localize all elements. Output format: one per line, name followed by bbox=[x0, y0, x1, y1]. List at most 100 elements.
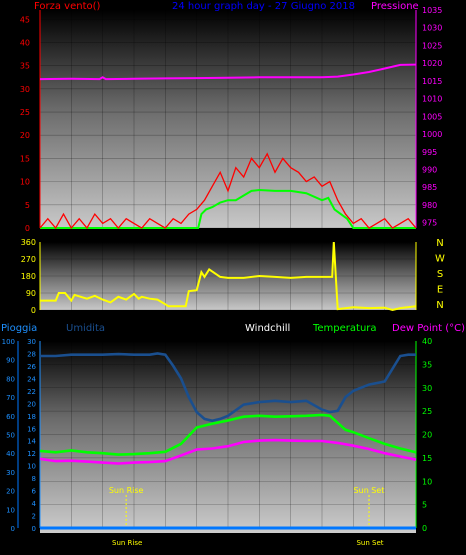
temperature-tick-label: 30 bbox=[422, 384, 432, 393]
panel-temperature-humidity: Pioggia Umidita Windchill Temperatura De… bbox=[1, 323, 465, 547]
x-tick-label: 02 bbox=[66, 538, 76, 547]
x-tick-label: 22 bbox=[380, 232, 390, 241]
humidity-tick-label: 2 bbox=[32, 513, 36, 521]
right-tick-label: 980 bbox=[422, 201, 437, 210]
rain-tick-label: 90 bbox=[6, 357, 15, 365]
x-tick-label: 12 bbox=[223, 538, 233, 547]
x-tick-label: 22 bbox=[380, 538, 390, 547]
x-tick-label: 18 bbox=[317, 232, 327, 241]
x-tick-label: 04 bbox=[98, 538, 108, 547]
right-tick-label: 1035 bbox=[422, 6, 442, 15]
humidity-tick-label: 8 bbox=[32, 475, 36, 483]
right-tick-label: 1030 bbox=[422, 24, 442, 33]
label-rain: Pioggia bbox=[1, 323, 37, 334]
right-tick-label: 1025 bbox=[422, 41, 442, 50]
rain-tick-label: 40 bbox=[6, 450, 15, 458]
x-tick-label: 20 bbox=[348, 538, 358, 547]
series-temperature bbox=[39, 413, 417, 456]
humidity-tick-label: 6 bbox=[32, 488, 37, 496]
x-tick-label: 06 bbox=[129, 538, 139, 547]
series-dewpoint bbox=[39, 438, 417, 465]
humidity-tick-label: 0 bbox=[32, 525, 36, 533]
left-axis-title-1: Forza vento() bbox=[34, 1, 101, 12]
compass-label: E bbox=[437, 285, 443, 296]
x-tick-label: 10 bbox=[192, 538, 202, 547]
humidity-tick-label: 16 bbox=[27, 425, 36, 433]
right-tick-label: 1020 bbox=[422, 59, 442, 68]
right-axis-title-1: Pressione bbox=[371, 1, 419, 12]
right-tick-label: 1015 bbox=[422, 77, 442, 86]
temperature-tick-label: 25 bbox=[422, 407, 432, 416]
rain-tick-label: 30 bbox=[6, 469, 15, 477]
x-tick-label: 02 bbox=[66, 232, 76, 241]
sun-annotations: Sun Rise Sun Rise Sun Set Sun Set bbox=[109, 486, 385, 547]
right-tick-label: 975 bbox=[422, 219, 437, 228]
series-pressure bbox=[39, 63, 417, 81]
direction-tick-label: 90 bbox=[26, 289, 36, 298]
plot-area-3 bbox=[40, 341, 416, 533]
left-tick-label: 20 bbox=[20, 131, 30, 140]
x-axis-ticks-1: 02 04 06 08 10 12 14 16 18 20 22 00 bbox=[66, 232, 421, 241]
axes-3: 0102030405060708090100024681012141618202… bbox=[2, 337, 433, 533]
x-tick-label: 20 bbox=[348, 232, 358, 241]
humidity-tick-label: 20 bbox=[27, 400, 36, 408]
right-tick-label: 985 bbox=[422, 183, 437, 192]
annotation-label: Sun Set bbox=[354, 486, 385, 495]
x-axis-ticks-3: 02 04 06 08 10 12 14 16 18 20 22 00 bbox=[66, 538, 421, 547]
x-tick-label: 00 bbox=[411, 538, 421, 547]
right-tick-label: 1010 bbox=[422, 95, 442, 104]
compass-label: N bbox=[436, 238, 443, 249]
temperature-tick-label: 15 bbox=[422, 454, 432, 463]
direction-tick-label: 360 bbox=[21, 238, 36, 247]
humidity-tick-label: 24 bbox=[27, 375, 36, 383]
x-tick-label: 18 bbox=[317, 538, 327, 547]
rain-tick-label: 70 bbox=[6, 394, 15, 402]
humidity-tick-label: 18 bbox=[27, 413, 36, 421]
temperature-tick-label: 40 bbox=[422, 337, 432, 346]
humidity-tick-label: 28 bbox=[27, 350, 36, 358]
rain-tick-label: 100 bbox=[2, 338, 15, 346]
humidity-tick-label: 30 bbox=[27, 338, 36, 346]
x-tick-label: 00 bbox=[411, 232, 421, 241]
series-humidity bbox=[40, 352, 416, 423]
left-tick-label: 45 bbox=[20, 15, 30, 24]
label-humidity: Umidita bbox=[66, 323, 105, 334]
label-dewpoint: Dew Point (°C) bbox=[392, 323, 465, 334]
direction-tick-label: 270 bbox=[21, 255, 36, 264]
series-group-1 bbox=[39, 63, 417, 230]
right-tick-label: 1000 bbox=[422, 130, 442, 139]
rain-tick-label: 20 bbox=[6, 488, 15, 496]
right-axis-ticks-1: 975 980 985 990 995 1000 1005 1010 1015 1020 1025 1… bbox=[415, 6, 442, 228]
x-tick-label: 10 bbox=[192, 232, 202, 241]
label-windchill: Windchill bbox=[245, 323, 290, 334]
temperature-tick-label: 20 bbox=[422, 431, 432, 440]
humidity-tick-label: 10 bbox=[27, 463, 36, 471]
gridlines-3 bbox=[40, 340, 417, 529]
annotation-label: Sun Rise bbox=[109, 486, 144, 495]
humidity-tick-label: 22 bbox=[27, 388, 36, 396]
annotation-footer: Sun Set bbox=[356, 539, 383, 547]
rain-tick-label: 50 bbox=[6, 432, 15, 440]
left-tick-label: 5 bbox=[25, 201, 30, 210]
left-axis-ticks-1: 0 5 10 15 20 25 30 35 40 45 bbox=[20, 10, 41, 233]
rain-tick-label: 10 bbox=[6, 506, 15, 514]
x-tick-label: 16 bbox=[286, 538, 296, 547]
humidity-tick-label: 12 bbox=[27, 450, 36, 458]
rain-tick-label: 80 bbox=[6, 375, 15, 383]
x-tick-label: 12 bbox=[223, 232, 233, 241]
compass-label: S bbox=[437, 269, 443, 280]
temperature-tick-label: 35 bbox=[422, 360, 432, 369]
humidity-tick-label: 26 bbox=[27, 363, 36, 371]
panel-wind-pressure: Forza vento() 24 hour graph day - 27 Giu… bbox=[20, 1, 443, 241]
direction-tick-label: 180 bbox=[21, 272, 36, 281]
left-tick-label: 0 bbox=[25, 224, 30, 233]
right-tick-label: 990 bbox=[422, 166, 437, 175]
compass-label: W bbox=[435, 254, 445, 265]
rain-tick-label: 0 bbox=[11, 525, 15, 533]
temperature-tick-label: 10 bbox=[422, 477, 432, 486]
x-tick-label: 06 bbox=[129, 232, 139, 241]
series-wind_direction bbox=[40, 241, 417, 312]
x-tick-label: 14 bbox=[254, 538, 264, 547]
